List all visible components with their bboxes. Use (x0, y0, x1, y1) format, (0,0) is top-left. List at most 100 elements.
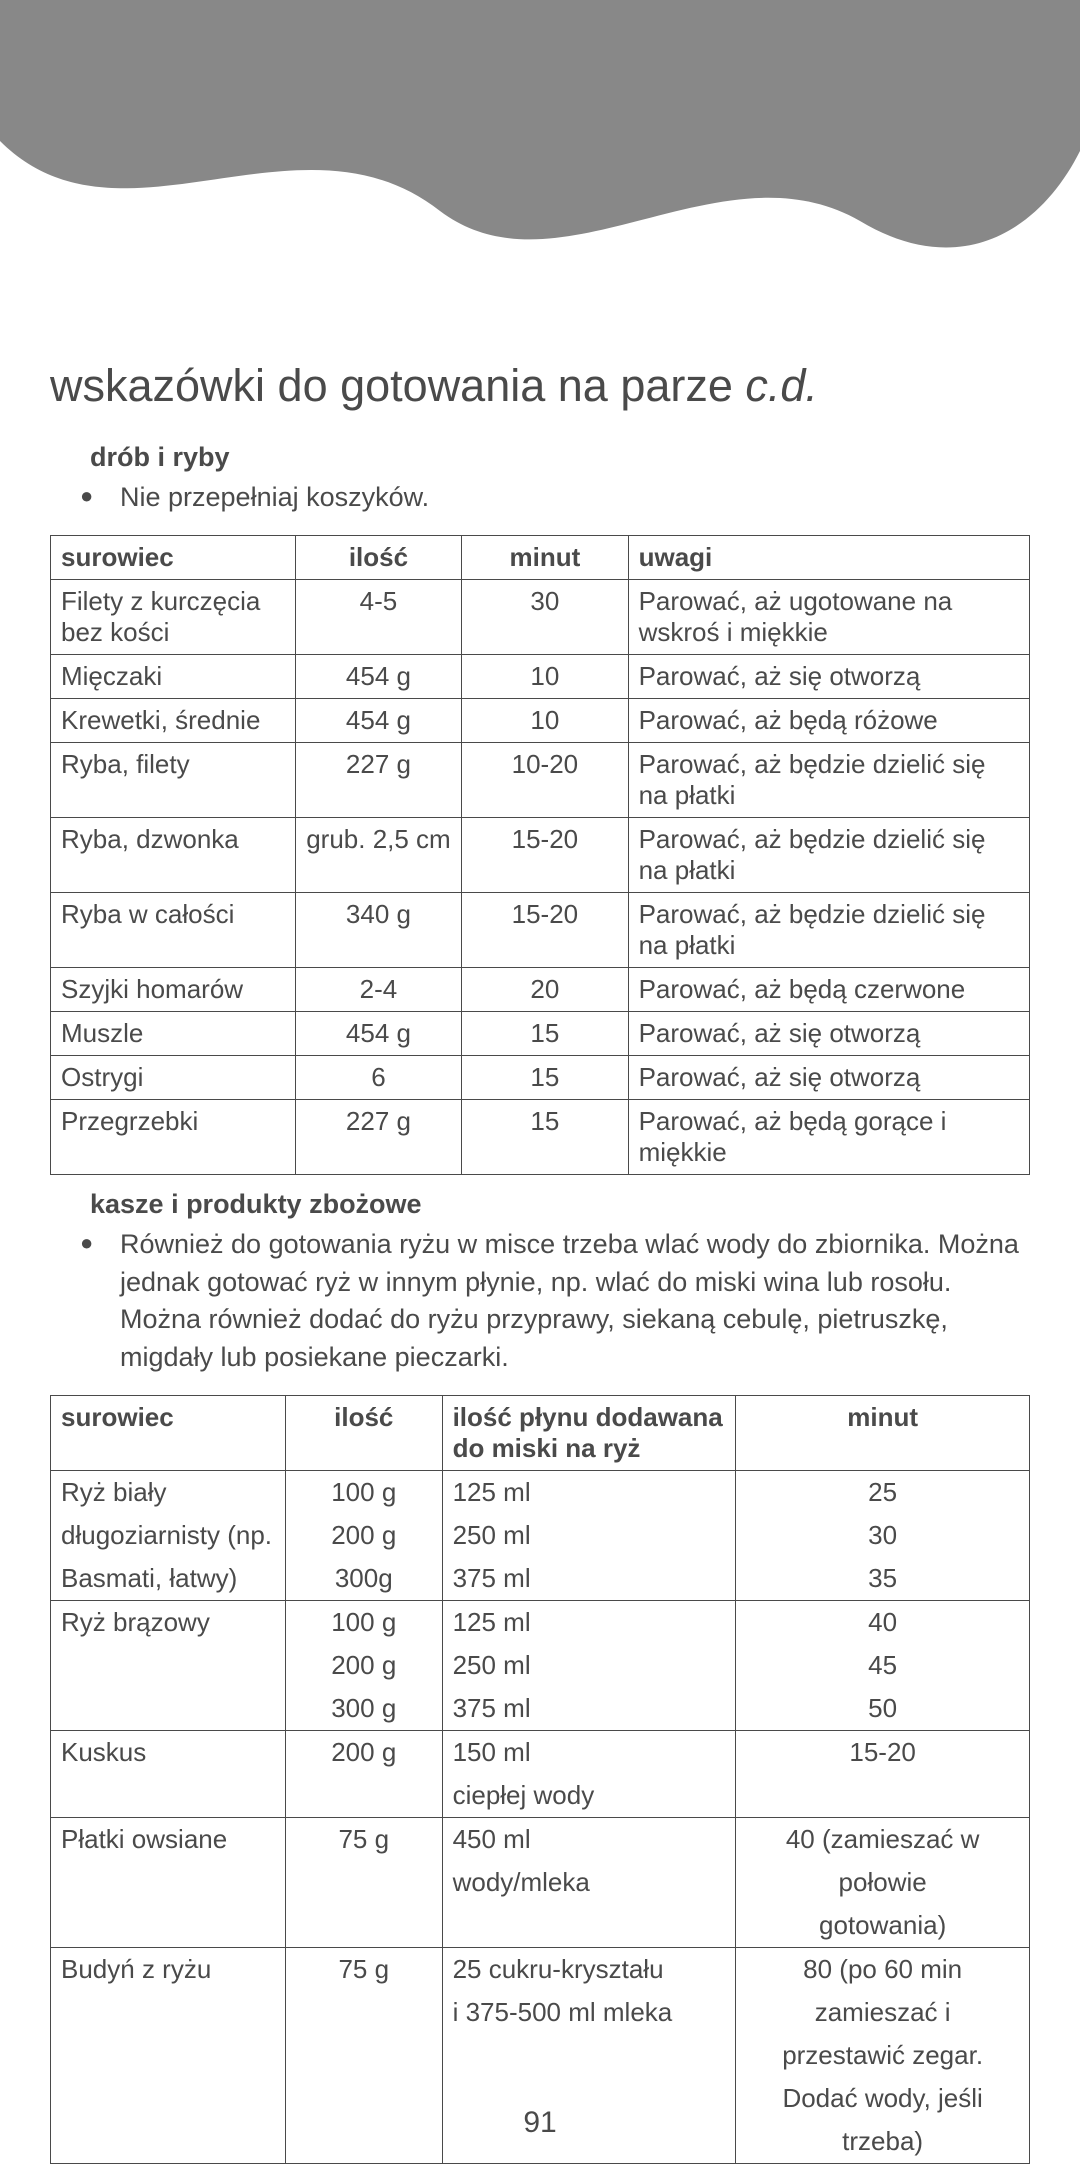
table-cell (51, 2034, 286, 2077)
table-cell: gotowania) (736, 1904, 1030, 1948)
table-row: Mięczaki454 g10Parować, aż się otworzą (51, 654, 1030, 698)
table-row: Ostrygi615Parować, aż się otworzą (51, 1055, 1030, 1099)
table-cell: 450 ml (442, 1817, 736, 1861)
table-cell: Parować, aż będą gorące i miękkie (628, 1099, 1029, 1174)
table-cell: 300 g (285, 1687, 442, 1731)
table-cell: 454 g (295, 1011, 461, 1055)
table-cell: 454 g (295, 698, 461, 742)
table-cell: 6 (295, 1055, 461, 1099)
table-cell: Muszle (51, 1011, 296, 1055)
table-cell: 50 (736, 1687, 1030, 1731)
table-row: Płatki owsiane75 g450 ml40 (zamieszać w (51, 1817, 1030, 1861)
table2-header: ilość (285, 1395, 442, 1470)
table-cell: 300g (285, 1557, 442, 1601)
table-row: długoziarnisty (np.200 g250 ml30 (51, 1514, 1030, 1557)
table-row: Ryż biały100 g125 ml25 (51, 1470, 1030, 1514)
table-row: Muszle454 g15Parować, aż się otworzą (51, 1011, 1030, 1055)
table-cell: Parować, aż będzie dzielić się na płatki (628, 892, 1029, 967)
table-cell: 20 (462, 967, 628, 1011)
table-cell (285, 2034, 442, 2077)
page-number: 91 (0, 2106, 1080, 2140)
table1-header: ilość (295, 535, 461, 579)
table-cell: 40 (zamieszać w (736, 1817, 1030, 1861)
title-main: wskazówki do gotowania na parze (50, 360, 745, 411)
table-cell: 30 (462, 579, 628, 654)
table-cell: 125 ml (442, 1600, 736, 1644)
page-title: wskazówki do gotowania na parze c.d. (50, 360, 1030, 412)
table-cell: 200 g (285, 1644, 442, 1687)
table-cell: długoziarnisty (np. (51, 1514, 286, 1557)
table-cell: 150 ml (442, 1730, 736, 1774)
section1-heading: drób i ryby (90, 442, 1030, 473)
table-row: 200 g250 ml45 (51, 1644, 1030, 1687)
table-cell: 2-4 (295, 967, 461, 1011)
table-cell: Parować, aż ugotowane na wskroś i miękki… (628, 579, 1029, 654)
table1-header: uwagi (628, 535, 1029, 579)
table-cell: Ryba, dzwonka (51, 817, 296, 892)
table-cell (285, 1904, 442, 1948)
table-cell: 250 ml (442, 1644, 736, 1687)
table-cell: 15-20 (462, 817, 628, 892)
table-cell: Szyjki homarów (51, 967, 296, 1011)
curve-svg (0, 81, 1080, 281)
table-cell: 375 ml (442, 1687, 736, 1731)
table-row: Budyń z ryżu75 g25 cukru-kryształu80 (po… (51, 1947, 1030, 1991)
table-cell: Parować, aż będzie dzielić się na płatki (628, 817, 1029, 892)
table-cell: Przegrzebki (51, 1099, 296, 1174)
table-cell: 45 (736, 1644, 1030, 1687)
section2-heading: kasze i produkty zbożowe (90, 1189, 1030, 1220)
table-cell: Mięczaki (51, 654, 296, 698)
table-cell: przestawić zegar. (736, 2034, 1030, 2077)
table-cell (442, 2034, 736, 2077)
table-row: Ryba w całości340 g15-20Parować, aż będz… (51, 892, 1030, 967)
table-cell (51, 1774, 286, 1818)
table-row: gotowania) (51, 1904, 1030, 1948)
table-cell: 15 (462, 1055, 628, 1099)
table-cell: 30 (736, 1514, 1030, 1557)
table-cell: 200 g (285, 1514, 442, 1557)
table-row: Przegrzebki227 g15Parować, aż będą gorąc… (51, 1099, 1030, 1174)
table-cell: 250 ml (442, 1514, 736, 1557)
table-cell: 15 (462, 1099, 628, 1174)
table-row: Szyjki homarów2-420Parować, aż będą czer… (51, 967, 1030, 1011)
table-cell: ciepłej wody (442, 1774, 736, 1818)
table-cell (51, 1687, 286, 1731)
table-cell (736, 1774, 1030, 1818)
table-cell (51, 1644, 286, 1687)
table-cell: Ryż brązowy (51, 1600, 286, 1644)
table-cell: połowie (736, 1861, 1030, 1904)
table-cell: 100 g (285, 1470, 442, 1514)
table-cell: Parować, aż się otworzą (628, 1055, 1029, 1099)
table-cell: 80 (po 60 min (736, 1947, 1030, 1991)
table-cell: 15 (462, 1011, 628, 1055)
table-cell: 25 (736, 1470, 1030, 1514)
table-row: ciepłej wody (51, 1774, 1030, 1818)
table-cell (51, 1904, 286, 1948)
table2-header: ilość płynu dodawana do miski na ryż (442, 1395, 736, 1470)
table-cell: Parować, aż będzie dzielić się na płatki (628, 742, 1029, 817)
table-poultry-fish: surowiecilośćminutuwagi Filety z kurczęc… (50, 535, 1030, 1175)
table-cell: Parować, aż będą czerwone (628, 967, 1029, 1011)
page-content: wskazówki do gotowania na parze c.d. dró… (0, 280, 1080, 2164)
table-cell: 227 g (295, 1099, 461, 1174)
title-italic: c.d. (745, 360, 818, 411)
table-cell: Parować, aż będą różowe (628, 698, 1029, 742)
table-cell: Parować, aż się otworzą (628, 654, 1029, 698)
table-cell: Budyń z ryżu (51, 1947, 286, 1991)
table-cell (285, 1774, 442, 1818)
table-row: Filety z kurczęcia bez kości4-530Parować… (51, 579, 1030, 654)
table-cell (51, 1991, 286, 2034)
table-cell: 125 ml (442, 1470, 736, 1514)
table-cell (285, 1861, 442, 1904)
table1-header: surowiec (51, 535, 296, 579)
table-cell: 10-20 (462, 742, 628, 817)
table-cell: Kuskus (51, 1730, 286, 1774)
table-cell (442, 1904, 736, 1948)
table-cell: Ostrygi (51, 1055, 296, 1099)
table-cell: Ryba w całości (51, 892, 296, 967)
table-row: przestawić zegar. (51, 2034, 1030, 2077)
table-cell: 340 g (295, 892, 461, 967)
section1-bullet: Nie przepełniaj koszyków. (90, 479, 1030, 517)
table-cell: wody/mleka (442, 1861, 736, 1904)
table-row: Kuskus200 g150 ml15-20 (51, 1730, 1030, 1774)
